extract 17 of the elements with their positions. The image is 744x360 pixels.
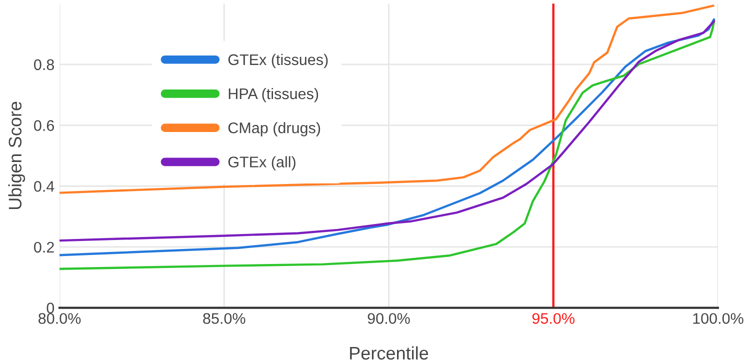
- x-tick-label: 95.0%: [532, 313, 574, 324]
- x-tick-label: 100.0%: [693, 313, 744, 324]
- legend-label: GTEx (all): [228, 156, 296, 170]
- x-axis-title: Percentile: [350, 346, 428, 360]
- legend-label: CMap (drugs): [228, 122, 320, 136]
- line-series: [60, 4, 714, 194]
- y-tick-label: 0.6: [34, 120, 54, 131]
- y-tick-label: 0.2: [34, 242, 54, 253]
- legend-label: GTEx (tissues): [228, 54, 328, 68]
- y-tick-label: 0: [46, 302, 54, 314]
- y-tick-label: 0.4: [34, 180, 54, 192]
- y-axis-title: Ubigen Score: [8, 102, 26, 210]
- x-tick-label: 80.0%: [38, 313, 81, 324]
- legend-label: HPA (tissues): [228, 88, 318, 102]
- x-tick-label: 85.0%: [203, 313, 246, 324]
- y-tick-label: 0.8: [34, 59, 54, 70]
- x-tick-label: 90.0%: [368, 313, 410, 324]
